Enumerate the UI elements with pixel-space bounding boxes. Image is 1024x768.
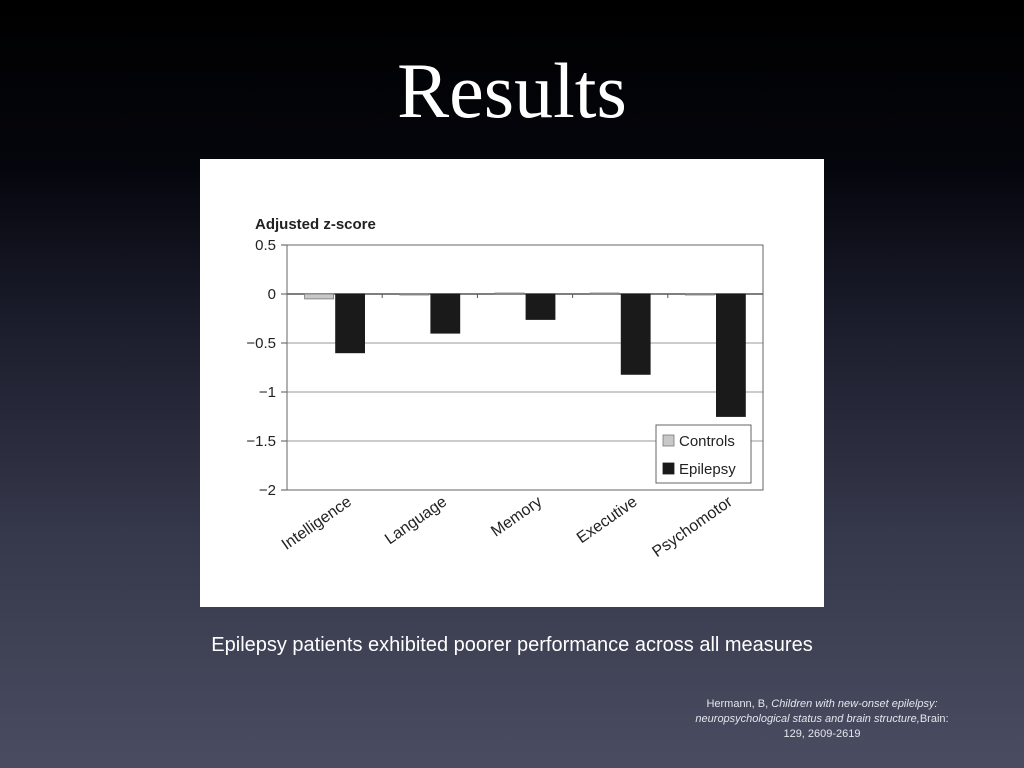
- citation-authors: Hermann, B,: [706, 698, 772, 710]
- x-tick-label: Memory: [488, 493, 545, 540]
- legend: Controls Epilepsy: [655, 424, 752, 484]
- legend-swatch-epilepsy: [662, 462, 675, 475]
- bar-epilepsy-memory: [525, 293, 556, 320]
- legend-swatch-controls: [662, 434, 675, 447]
- legend-label-epilepsy: Epilepsy: [679, 461, 736, 478]
- y-tick-label: −1.5: [246, 433, 276, 450]
- slide-title: Results: [397, 47, 627, 134]
- y-tick-label: −2: [259, 482, 276, 499]
- slide-caption: Epilepsy patients exhibited poorer perfo…: [211, 634, 813, 656]
- chart-panel: Adjusted z-score 0.5 0 −0.5 −1 −1.5 −2 Intell…: [200, 159, 824, 607]
- citation-journal: Brain: 129, 2609-2619: [783, 713, 949, 740]
- y-tick-label: 0.5: [255, 237, 276, 254]
- bar-controls-intelligence: [304, 293, 334, 300]
- x-tick-label: Intelligence: [279, 493, 355, 553]
- bar-epilepsy-executive: [620, 293, 651, 375]
- x-tick-label: Executive: [574, 493, 641, 547]
- y-axis-title: Adjusted z-score: [255, 216, 376, 233]
- x-tick-labels: Intelligence Language Memory Executive Psych…: [279, 493, 736, 561]
- bar-controls-executive: [589, 292, 620, 295]
- citation-title: Children with new-onset epilelpsy: neuro…: [695, 698, 938, 725]
- legend-label-controls: Controls: [679, 433, 735, 450]
- x-tick-label: Language: [382, 493, 450, 548]
- y-tick-label: −1: [259, 384, 276, 401]
- bar-epilepsy-language: [430, 293, 461, 334]
- y-tick-label: 0: [268, 286, 276, 303]
- bar-epilepsy-intelligence: [335, 293, 366, 354]
- plot-frame: [286, 244, 764, 491]
- y-tick-label: −0.5: [246, 335, 276, 352]
- x-tick-label: Psychomotor: [649, 493, 736, 561]
- bars: [304, 292, 746, 417]
- bar-epilepsy-psychomotor: [716, 293, 746, 417]
- bar-controls-psychomotor: [684, 293, 715, 296]
- bar-chart: Adjusted z-score 0.5 0 −0.5 −1 −1.5 −2 Intell…: [246, 216, 764, 561]
- citation: Hermann, B, Children with new-onset epil…: [690, 697, 954, 742]
- bar-controls-memory: [494, 292, 525, 295]
- y-tick-labels: 0.5 0 −0.5 −1 −1.5 −2: [246, 237, 276, 499]
- bar-controls-language: [399, 293, 430, 296]
